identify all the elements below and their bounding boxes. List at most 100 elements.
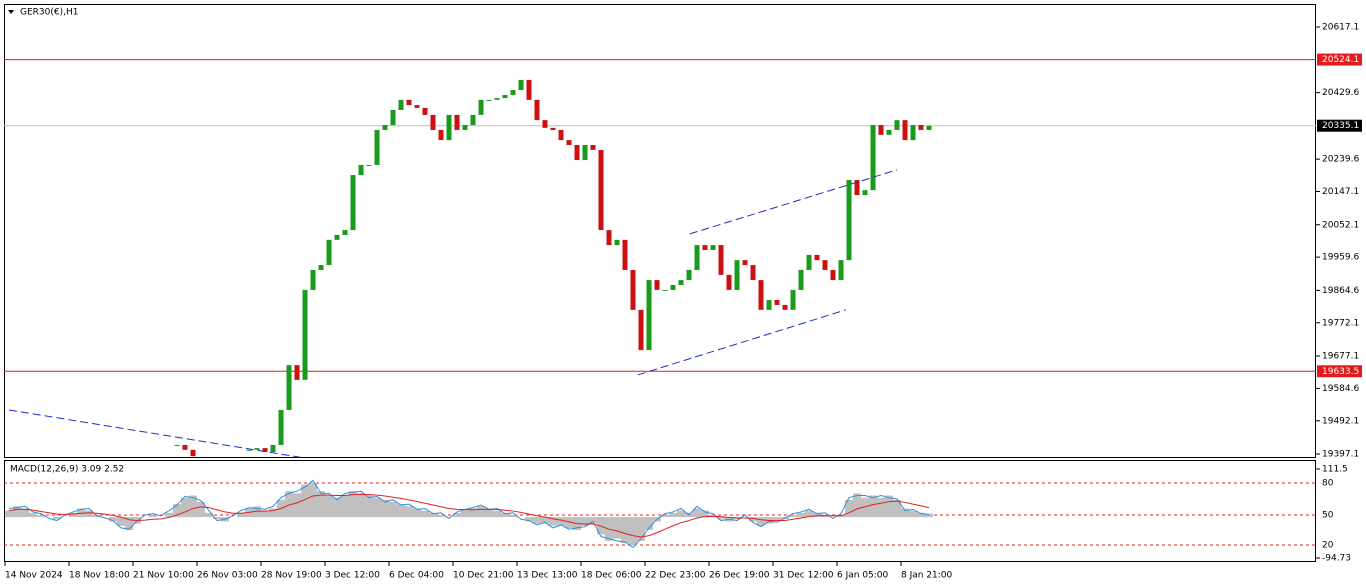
x-tick-label: 6 Jan 05:00: [837, 571, 889, 581]
candle: [694, 245, 700, 270]
macd-level-label: 50: [1322, 510, 1334, 520]
macd-histogram-bar: [125, 517, 133, 531]
macd-y-tick-label: 111.5: [1322, 464, 1348, 474]
candle: [510, 90, 516, 95]
macd-histogram-bar: [213, 517, 221, 520]
macd-histogram-bar: [645, 517, 653, 531]
level-label: 19633.5: [1322, 367, 1359, 377]
x-tick-label: 26 Dec 19:00: [709, 571, 770, 581]
candle: [502, 94, 508, 99]
macd-histogram-bar: [509, 514, 517, 518]
axes: 20617.1 20429.6 20239.6 20147.1 20052.1 19959…: [4, 23, 1362, 581]
candle: [910, 125, 916, 141]
candle: [550, 127, 556, 130]
x-tick-label: 13 Dec 13:00: [517, 571, 578, 581]
candle: [622, 239, 628, 270]
candle: [518, 79, 524, 91]
candle: [646, 280, 652, 351]
y-tick-label: 19864.6: [1322, 286, 1359, 296]
main-pane: [4, 4, 1316, 458]
candle: [742, 260, 748, 266]
candle: [398, 99, 404, 110]
candle: [566, 140, 572, 145]
candle: [262, 448, 268, 452]
candle: [710, 245, 716, 250]
macd-histogram-bar: [29, 512, 37, 518]
macd-histogram-bar: [109, 517, 117, 522]
candle: [558, 129, 564, 141]
candle: [302, 289, 308, 380]
macd-histogram-bar: [717, 517, 725, 520]
candle: [814, 254, 820, 261]
macd-histogram-bar: [413, 508, 421, 518]
macd-histogram-bar: [341, 495, 349, 518]
macd-histogram-bar: [365, 495, 373, 518]
macd-y-tick-label: -94.73: [1322, 553, 1351, 563]
macd-histogram-bar: [325, 495, 333, 518]
price-plot: [4, 59, 1316, 458]
macd-histogram-bar: [149, 514, 157, 518]
candle: [798, 269, 804, 290]
trendline: [8, 409, 305, 458]
candle: [438, 129, 444, 141]
x-tick-label: 8 Jan 21:00: [901, 571, 953, 581]
candle: [278, 409, 284, 445]
macd-histogram-bar: [637, 517, 645, 541]
macd-histogram-bar: [13, 506, 21, 518]
indicator-pane: [4, 460, 1316, 562]
macd-histogram-bar: [613, 517, 621, 539]
candle: [750, 265, 756, 281]
candle: [350, 175, 356, 231]
candle: [366, 164, 372, 166]
macd-histogram-bar: [421, 510, 429, 518]
candle: [174, 444, 180, 446]
candle: [470, 114, 476, 126]
candle: [590, 144, 596, 150]
candle: [662, 289, 668, 291]
macd-histogram-bar: [5, 510, 13, 518]
macd-histogram-bar: [749, 517, 757, 522]
candle: [686, 269, 692, 281]
macd-histogram-bar: [189, 495, 197, 518]
candle: [774, 300, 780, 305]
macd-level-label: 20: [1322, 540, 1334, 550]
candle: [726, 274, 732, 290]
macd-histogram-bar: [485, 508, 493, 518]
candle: [870, 125, 876, 191]
macd-histogram-bar: [853, 493, 861, 518]
macd-histogram-bar: [861, 497, 869, 518]
macd-histogram-bar: [845, 499, 853, 518]
macd-histogram-bar: [173, 504, 181, 518]
candle: [630, 269, 636, 310]
candle: [758, 280, 764, 310]
candle: [494, 98, 500, 100]
candle: [342, 230, 348, 235]
candle: [382, 125, 388, 130]
macd-histogram-bar: [621, 517, 629, 544]
macd-level-label: 80: [1322, 479, 1334, 489]
trendline: [689, 169, 898, 235]
candle: [790, 289, 796, 310]
candle: [734, 260, 740, 290]
candle: [614, 239, 620, 246]
macd-histogram-bar: [693, 508, 701, 518]
menu-arrow[interactable]: [8, 10, 14, 14]
candle: [534, 99, 540, 121]
macd-histogram-bar: [557, 517, 565, 526]
candle: [334, 234, 340, 240]
macd-histogram-bar: [237, 512, 245, 518]
macd-histogram-bar: [117, 517, 125, 526]
macd-histogram-bar: [493, 510, 501, 518]
macd-histogram-bar: [373, 497, 381, 518]
macd-histogram-bar: [453, 512, 461, 518]
y-tick-label: 19772.1: [1322, 318, 1359, 328]
macd-histogram-bar: [533, 517, 541, 524]
macd-histogram-bar: [357, 493, 365, 518]
candle: [862, 190, 868, 196]
x-tick-label: 31 Dec 12:00: [773, 571, 834, 581]
macd-histogram-bar: [469, 508, 477, 518]
macd-signal-line: [8, 493, 930, 538]
x-tick-label: 22 Dec 23:00: [645, 571, 706, 581]
candle: [902, 120, 908, 141]
macd-histogram-bar: [589, 517, 597, 524]
